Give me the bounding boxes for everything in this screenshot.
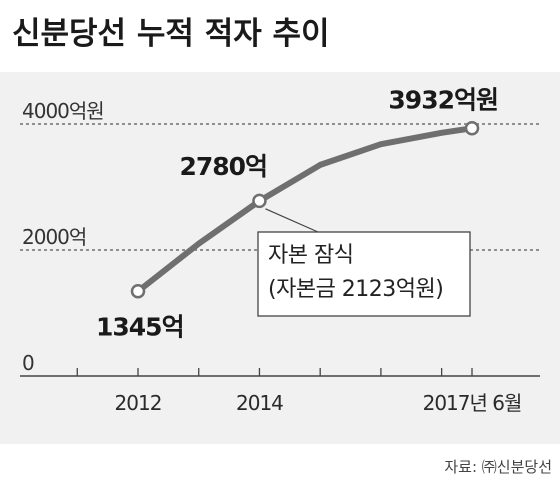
label-layer: 1345억 2780억 3932억원: [96, 85, 499, 341]
annotation-text: 자본 잠식: [268, 243, 353, 268]
data-point-marker: [130, 284, 146, 299]
series-line: [135, 125, 475, 295]
series-layer: [130, 121, 480, 299]
data-label: 2780억: [179, 152, 267, 181]
annotation-box: [257, 231, 471, 317]
annotation-text: (자본금 2123억원): [268, 277, 443, 302]
data-point-marker: [464, 121, 480, 136]
y-tick-label: 0: [22, 351, 34, 375]
source-note: 자료: ㈜신분당선: [444, 458, 552, 476]
data-point-marker: [252, 193, 267, 209]
data-label: 3932억원: [388, 85, 498, 114]
x-tick-label: 2017년 6월: [423, 391, 522, 415]
data-label: 1345억: [96, 312, 184, 341]
y-tick-label: 4000억원: [22, 99, 104, 123]
annotation-layer: 자본 잠식 (자본금 2123억원): [257, 208, 471, 317]
x-tick-label: 2012: [115, 391, 162, 415]
x-axis: 2012 2014 2017년 6월: [20, 368, 540, 415]
y-tick-label: 2000억: [22, 225, 86, 249]
chart-title: 신분당선 누적 적자 추이: [12, 16, 330, 52]
annotation-leader: [265, 208, 319, 233]
x-tick-label: 2014: [236, 391, 283, 415]
